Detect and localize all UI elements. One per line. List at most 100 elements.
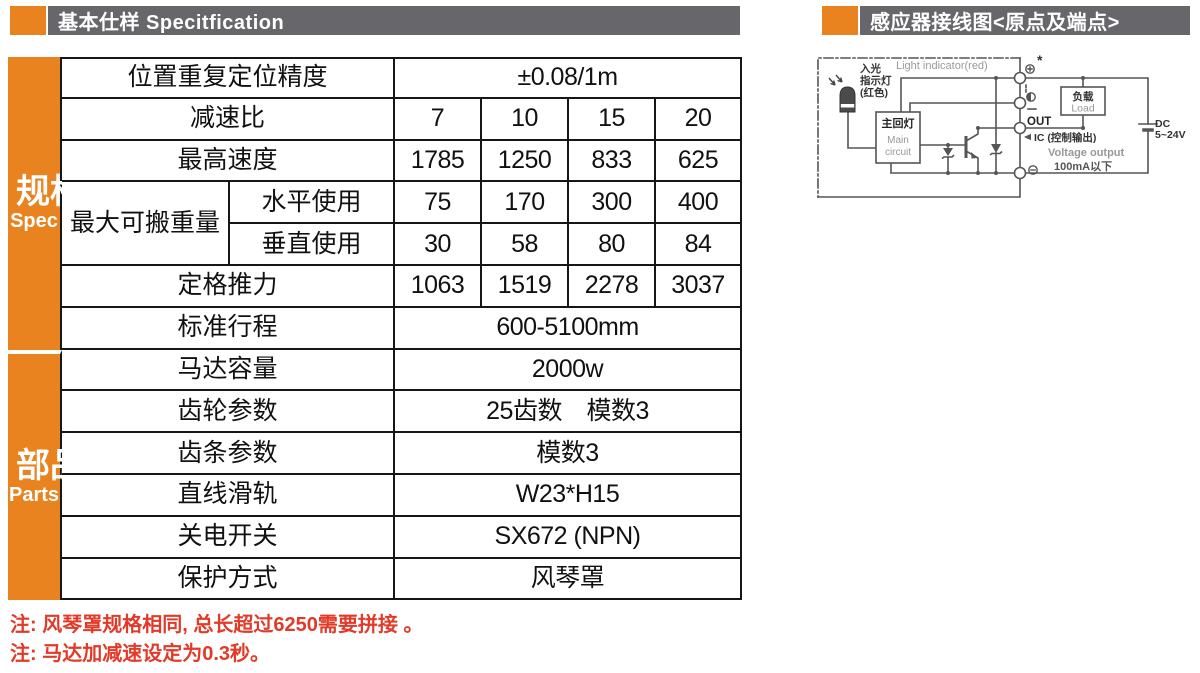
second-internal-wire — [909, 102, 1015, 113]
collector-wire — [964, 127, 979, 143]
right-header-orange-marker — [822, 6, 858, 35]
value-payload-v-4: 84 — [656, 224, 742, 266]
terminal-second-circle — [1013, 96, 1027, 110]
row-label-speed: 最高速度 — [62, 140, 395, 183]
row-label-rail: 直线滑轨 — [62, 474, 395, 517]
zener2-cathode-bar — [989, 150, 1003, 156]
main-circuit-en-2: circuit — [885, 147, 911, 158]
transistor-emitter-arrow-icon — [971, 152, 978, 159]
dc-voltage-label: 5~24V — [1155, 129, 1186, 141]
value-thrust-3: 2278 — [569, 265, 656, 308]
sensor-boundary-border — [817, 57, 1021, 198]
side-label-spec: 规格 Spec — [8, 57, 84, 350]
left-header-orange-marker — [10, 6, 46, 35]
terminal-star-label: * — [1037, 52, 1043, 68]
value-payload-v-2: 58 — [482, 224, 569, 266]
row-label-thrust: 定格推力 — [62, 265, 395, 308]
row-label-payload-group: 最大可搬重量 — [62, 182, 230, 266]
dc-label: DC — [1155, 118, 1171, 130]
load-cn-label: 负载 — [1073, 90, 1095, 103]
row-label-payload-horizontal: 水平使用 — [230, 182, 395, 225]
side-label-parts-cn: 部品 — [15, 446, 84, 485]
emitter-return-wire — [890, 162, 1015, 174]
value-rack: 模数3 — [395, 433, 742, 475]
value-speed-1: 1785 — [395, 140, 482, 183]
value-protection: 风琴罩 — [395, 558, 742, 601]
spec-section-title: 基本仕样 Specitfication — [58, 12, 285, 34]
plus-internal-wire — [900, 77, 1015, 113]
note-motor-accel: 注: 马达加减速设定为0.3秒。 — [10, 643, 271, 665]
terminal-out-label: OUT — [1027, 116, 1051, 128]
value-payload-h-2: 170 — [482, 182, 569, 225]
value-payload-h-1: 75 — [395, 182, 482, 225]
minus-symbol-icon — [1028, 165, 1038, 175]
zener2-diode-icon — [991, 144, 1001, 153]
led-lead-wire — [847, 111, 877, 149]
side-label-spec-cn: 规格 — [15, 173, 84, 212]
plus-symbol-icon — [1025, 64, 1035, 74]
row-label-ratio: 减速比 — [62, 98, 395, 141]
terminal-minus-circle — [1013, 166, 1027, 180]
row-label-switch: 关电开关 — [62, 516, 395, 559]
value-ratio-1: 7 — [395, 98, 482, 141]
value-payload-v-1: 30 — [395, 224, 482, 266]
value-speed-3: 833 — [569, 140, 656, 183]
value-ratio-2: 10 — [482, 98, 569, 141]
load-en-label: Load — [1071, 103, 1095, 115]
wiring-section-title: 感应器接线图<原点及端点> — [870, 12, 1120, 34]
wiring-section-header: 感应器接线图<原点及端点> — [860, 6, 1190, 35]
value-gear: 25齿数 模数3 — [395, 391, 742, 434]
light-indicator-cn-3: (红色) — [860, 86, 888, 99]
side-label-parts: 部品 Parts — [8, 349, 84, 601]
value-payload-h-4: 400 — [656, 182, 742, 225]
row-label-protection: 保护方式 — [62, 558, 395, 601]
light-indicator-cn-1: 入光 — [860, 62, 881, 75]
value-stroke: 600-5100mm — [395, 307, 742, 350]
led-stripe — [840, 104, 855, 108]
half-moon-fill — [1026, 92, 1031, 102]
zener1-diode-icon — [943, 148, 953, 156]
row-label-gear: 齿轮参数 — [62, 391, 395, 434]
value-thrust-1: 1063 — [395, 265, 482, 308]
load-box — [1060, 86, 1106, 116]
main-circuit-en-1: Main — [887, 135, 909, 146]
terminal-out-circle — [1013, 121, 1027, 135]
voltage-output-label: Voltage output — [1048, 147, 1125, 159]
value-ratio-4: 20 — [656, 98, 742, 141]
side-label-spec-en: Spec — [10, 210, 58, 233]
wiring-diagram: Light indicator(red) 入光 指示灯 (红色) 主回灯 Mai… — [817, 52, 1186, 198]
value-thrust-2: 1519 — [482, 265, 569, 308]
value-motor: 2000w — [395, 349, 742, 392]
row-label-motor: 马达容量 — [62, 349, 395, 392]
value-ratio-3: 15 — [569, 98, 656, 141]
terminal-plus-circle — [1013, 71, 1027, 85]
row-label-rack: 齿条参数 — [62, 433, 395, 475]
light-indicator-cn-2: 指示灯 — [860, 74, 892, 87]
zener1-cathode-bar — [941, 154, 955, 160]
led-indicator-icon — [839, 86, 856, 113]
bottom-return-wire — [817, 178, 1021, 198]
junction-dots — [946, 76, 1085, 175]
main-circuit-cn-label: 主回灯 — [882, 116, 915, 130]
ic-arrow-icon — [1024, 133, 1031, 141]
voltage-limit-label: 100mA以下 — [1054, 160, 1112, 173]
plus-symbol-cross — [1027, 66, 1033, 72]
value-payload-v-3: 80 — [569, 224, 656, 266]
side-label-parts-en: Parts — [8, 484, 60, 507]
value-speed-2: 1250 — [482, 140, 569, 183]
row-label-payload-vertical: 垂直使用 — [230, 224, 395, 266]
value-switch: SX672 (NPN) — [395, 516, 742, 559]
row-label-precision: 位置重复定位精度 — [62, 57, 395, 99]
incoming-light-arrows-icon — [828, 74, 843, 86]
note-bellows: 注: 风琴罩规格相同, 总长超过6250需要拼接 。 — [10, 614, 424, 636]
value-thrust-4: 3037 — [656, 265, 742, 308]
main-circuit-box — [875, 111, 921, 164]
row-label-stroke: 标准行程 — [62, 307, 395, 350]
value-rail: W23*H15 — [395, 474, 742, 517]
supply-wires — [1025, 77, 1149, 174]
value-precision: ±0.08/1m — [395, 57, 742, 99]
spec-table: 规格 Spec 部品 Parts 位置重复定位精度 ±0.08/1m 减速比 7… — [8, 57, 742, 601]
ic-output-label: IC (控制输出) — [1034, 131, 1096, 144]
value-speed-4: 625 — [656, 140, 742, 183]
light-indicator-en-label: Light indicator(red) — [896, 60, 988, 72]
